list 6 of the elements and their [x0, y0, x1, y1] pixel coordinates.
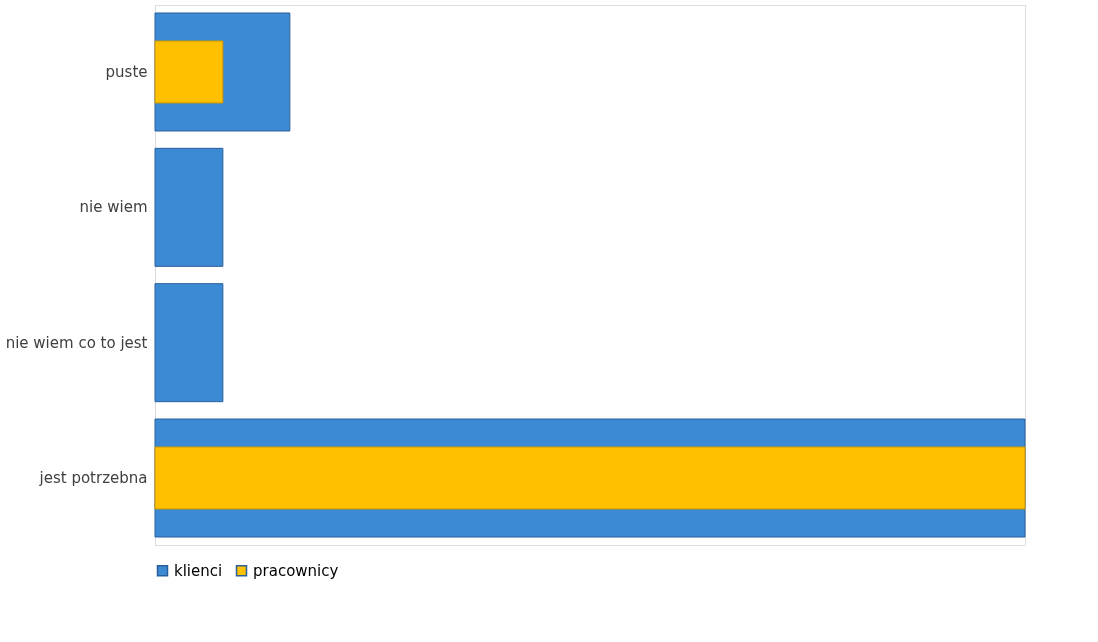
y-tick-label: puste — [105, 62, 148, 81]
y-tick-label: nie wiem — [79, 198, 148, 217]
y-tick-label: jest potrzebna — [38, 469, 148, 488]
legend-label: klienci — [174, 561, 223, 580]
legend-label: pracownicy — [253, 561, 339, 580]
y-tick-label: nie wiem co to jest — [5, 333, 148, 352]
